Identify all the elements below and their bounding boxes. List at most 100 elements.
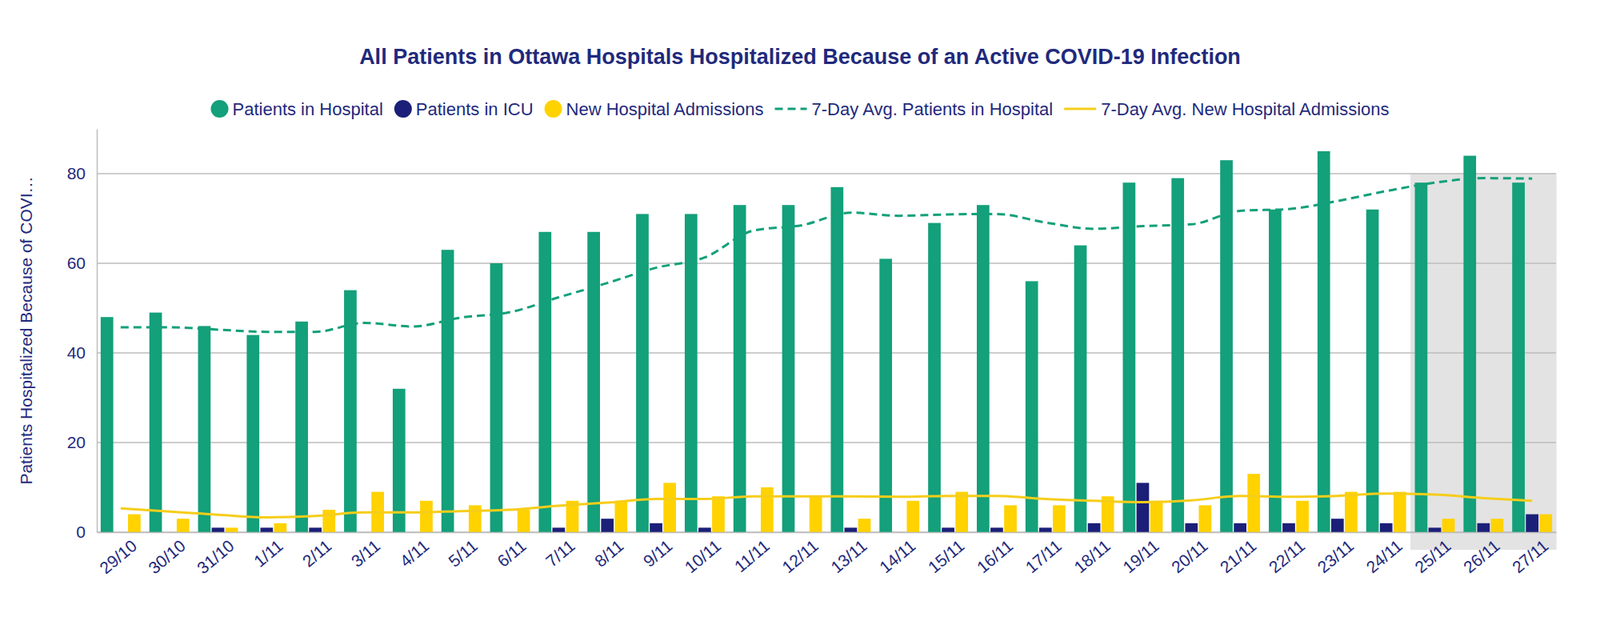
bar [990, 527, 1004, 532]
bar [322, 509, 336, 532]
legend-symbol [775, 108, 808, 111]
x-tick-label: 24/11 [1362, 536, 1406, 576]
y-tick-label: 60 [67, 253, 86, 272]
bar [663, 482, 676, 532]
x-tick: 25/11 [1411, 532, 1455, 576]
legend-item: New Hospital Admissions [544, 99, 764, 120]
x-axis-line [97, 532, 1557, 534]
bar [1331, 518, 1344, 532]
bar [392, 388, 406, 532]
x-tick: 21/11 [1216, 532, 1260, 576]
chart: All Patients in Ottawa Hospitals Hospita… [0, 0, 1600, 625]
bar [149, 312, 163, 532]
bar [468, 504, 482, 532]
legend-label: 7-Day Avg. Patients in Hospital [812, 99, 1054, 120]
line [120, 493, 1532, 518]
bar [830, 187, 844, 532]
x-tick-label: 19/11 [1119, 536, 1163, 576]
bar [614, 500, 628, 532]
x-tick: 24/11 [1362, 532, 1406, 576]
x-tick-label: 3/11 [347, 536, 384, 571]
bar [636, 213, 649, 532]
bar [1525, 514, 1539, 532]
bar [760, 487, 774, 532]
bar [955, 492, 968, 532]
x-tick-label: 9/11 [640, 536, 676, 571]
bar [1296, 500, 1309, 532]
bar [246, 335, 260, 532]
bar [225, 527, 239, 532]
plot-marks [100, 151, 1552, 532]
bar [928, 223, 941, 532]
bar [1428, 527, 1442, 532]
x-tick: 15/11 [924, 532, 968, 576]
bar [1380, 523, 1393, 532]
x-tick: 17/11 [1021, 532, 1065, 576]
bar [420, 500, 433, 532]
x-tick-label: 2/11 [299, 536, 336, 571]
x-tick-label: 16/11 [972, 536, 1016, 576]
grid-line [96, 262, 1556, 264]
x-tick-label: 27/11 [1508, 536, 1552, 576]
x-tick: 31/10 [193, 532, 238, 577]
bar [976, 204, 990, 532]
legend-item: Patients in Hospital [211, 99, 384, 120]
bar [1268, 209, 1282, 532]
bar [941, 527, 955, 532]
bar [879, 258, 892, 532]
x-tick: 4/11 [396, 532, 432, 571]
bar [1442, 518, 1456, 532]
x-tick: 9/11 [640, 532, 676, 571]
bar [1184, 523, 1198, 532]
bar-series [128, 473, 1552, 532]
bar [1491, 518, 1504, 532]
bar [552, 527, 566, 532]
legend-label: Patients in ICU [416, 99, 534, 120]
bar [1393, 492, 1407, 532]
y-tick: 40 [67, 343, 97, 362]
x-tick-label: 12/11 [778, 536, 822, 576]
bar [587, 232, 600, 532]
x-tick: 18/11 [1070, 532, 1114, 576]
bar [809, 496, 823, 532]
x-tick: 2/11 [299, 532, 336, 571]
bar [844, 527, 858, 532]
bar [733, 204, 747, 532]
bar [1025, 280, 1039, 532]
x-tick: 3/11 [347, 532, 384, 571]
legend-label: 7-Day Avg. New Hospital Admissions [1100, 99, 1389, 120]
bar [344, 290, 357, 532]
bar [128, 514, 141, 532]
grid-line [96, 352, 1556, 354]
x-tick-label: 1/11 [250, 536, 287, 571]
bar [1199, 504, 1212, 532]
bar [1074, 245, 1088, 532]
x-axis: 29/1030/1031/101/112/113/114/115/116/117… [96, 532, 1556, 577]
y-tick: 20 [67, 432, 97, 452]
bar [1220, 160, 1233, 532]
x-tick: 20/11 [1168, 532, 1212, 576]
bar [212, 527, 225, 532]
bar [1512, 182, 1525, 532]
x-tick: 1/11 [250, 532, 287, 571]
x-tick-label: 30/10 [144, 536, 189, 577]
x-tick-label: 15/11 [924, 536, 968, 576]
bar [176, 518, 190, 532]
x-tick-label: 21/11 [1216, 536, 1260, 576]
bar [490, 263, 504, 532]
bar-series [100, 151, 1525, 532]
y-tick-label: 80 [67, 164, 86, 183]
x-tick-label: 31/10 [193, 536, 238, 577]
x-tick: 12/11 [778, 532, 822, 576]
x-tick: 27/11 [1508, 532, 1552, 576]
y-tick-label: 20 [67, 432, 86, 452]
grid [96, 173, 1556, 532]
x-tick-label: 11/11 [730, 536, 773, 576]
line [120, 178, 1532, 332]
x-tick-label: 26/11 [1460, 536, 1504, 576]
x-tick: 14/11 [876, 532, 920, 576]
bar [198, 325, 212, 532]
x-tick-label: 5/11 [444, 536, 481, 571]
bar [1463, 156, 1476, 532]
x-tick: 8/11 [591, 532, 628, 571]
